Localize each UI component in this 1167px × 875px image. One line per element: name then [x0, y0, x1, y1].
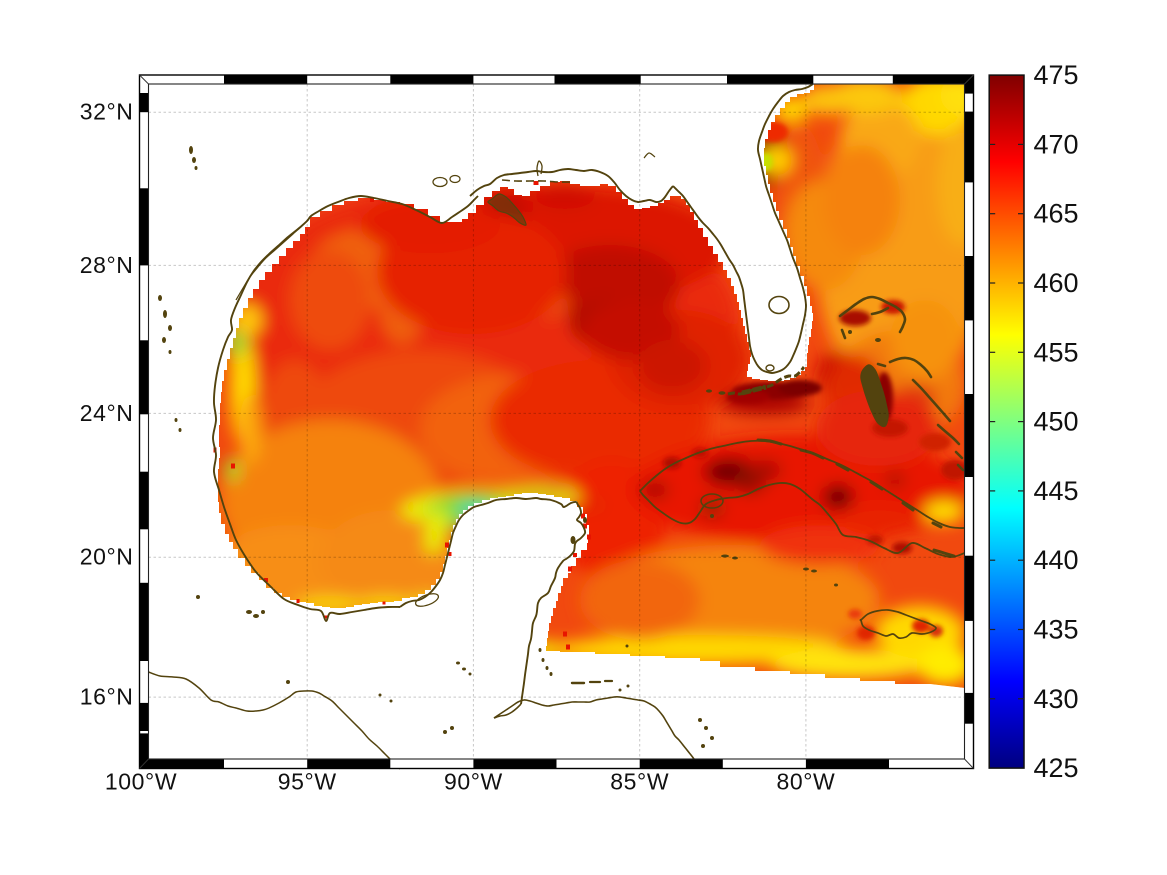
- svg-text:450: 450: [1034, 407, 1079, 437]
- svg-text:425: 425: [1034, 753, 1079, 783]
- svg-text:475: 475: [1034, 60, 1079, 90]
- svg-text:465: 465: [1034, 199, 1079, 229]
- svg-text:435: 435: [1034, 615, 1079, 645]
- svg-text:90°W: 90°W: [444, 769, 503, 795]
- svg-text:430: 430: [1034, 684, 1079, 714]
- svg-text:440: 440: [1034, 545, 1079, 575]
- svg-text:455: 455: [1034, 337, 1079, 367]
- svg-text:445: 445: [1034, 476, 1079, 506]
- svg-text:460: 460: [1034, 268, 1079, 298]
- svg-text:100°W: 100°W: [105, 769, 177, 795]
- svg-text:20°N: 20°N: [80, 544, 134, 570]
- svg-text:85°W: 85°W: [610, 769, 669, 795]
- svg-text:28°N: 28°N: [80, 252, 134, 278]
- svg-text:24°N: 24°N: [80, 400, 134, 426]
- svg-text:470: 470: [1034, 129, 1079, 159]
- svg-text:80°W: 80°W: [776, 769, 835, 795]
- svg-text:95°W: 95°W: [278, 769, 337, 795]
- svg-text:16°N: 16°N: [80, 684, 134, 710]
- svg-text:32°N: 32°N: [80, 99, 134, 125]
